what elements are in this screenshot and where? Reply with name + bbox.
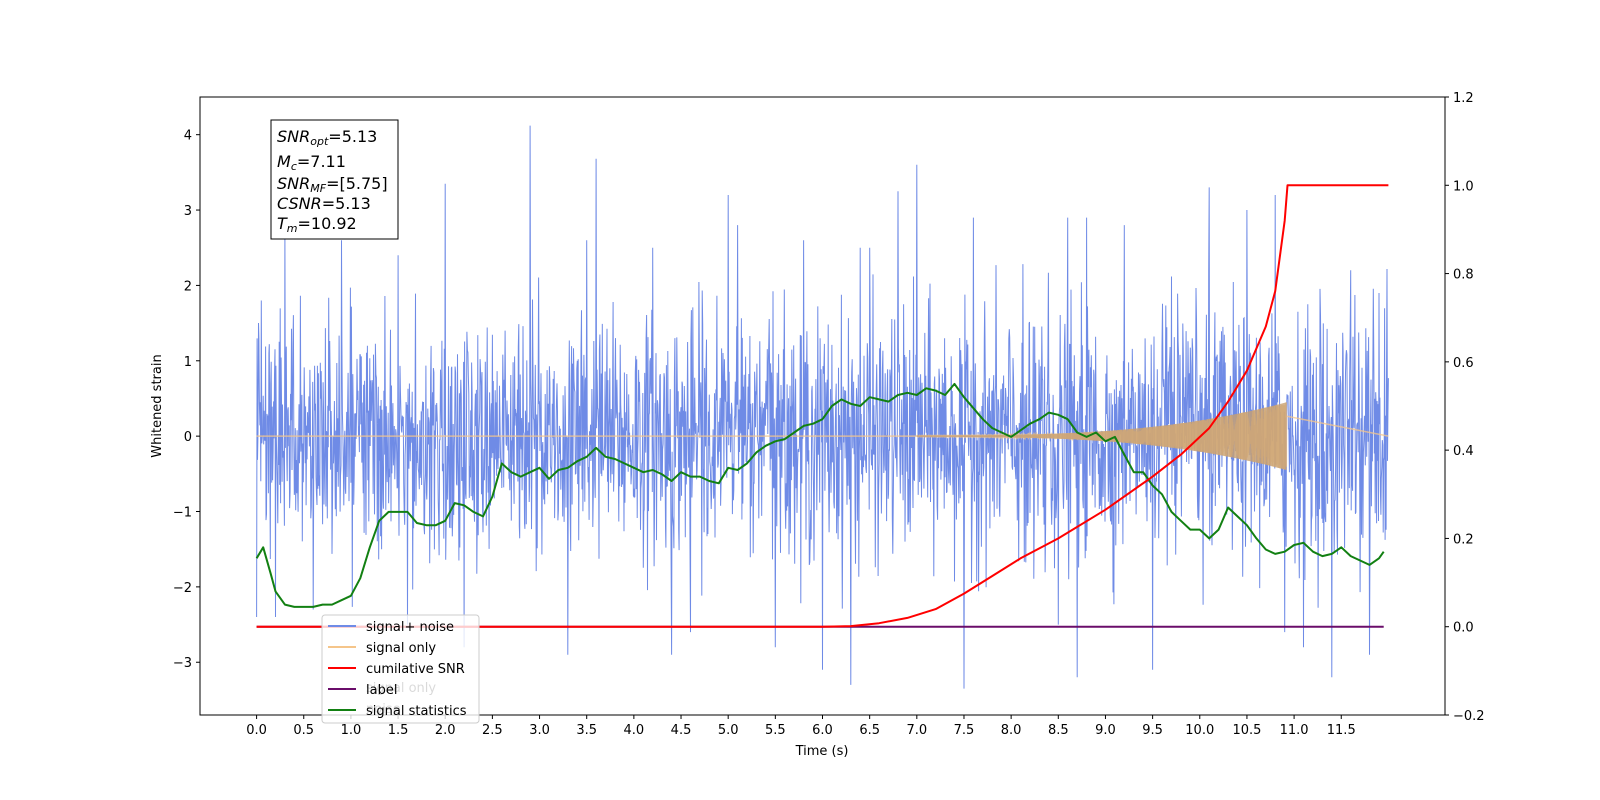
annotation-snr-opt: SNRopt=5.13 <box>277 127 377 148</box>
y2-axis-ticks: 1.2 1.0 0.8 0.6 0.4 0.2 0.0 −0.2 <box>1445 91 1485 724</box>
x-tick-label: 5.0 <box>718 723 739 738</box>
y-tick-label: 3 <box>184 204 192 219</box>
legend-label-label: label <box>366 683 397 698</box>
y2-tick-label: 1.0 <box>1453 179 1474 194</box>
legend-box <box>321 614 480 724</box>
y-tick-label: 0 <box>184 430 192 445</box>
x-axis-label: Time (s) <box>795 744 849 759</box>
x-tick-label: 3.0 <box>529 723 550 738</box>
x-tick-label: 5.5 <box>765 723 786 738</box>
series-cumulative-snr <box>256 184 1389 628</box>
x-tick-label: 11.0 <box>1280 723 1309 738</box>
annotation-csnr: CSNR=5.13 <box>277 194 371 213</box>
x-tick-label: 7.5 <box>954 723 975 738</box>
x-tick-label: 4.0 <box>624 723 645 738</box>
y-tick-label: 1 <box>184 355 192 370</box>
x-tick-label: 10.5 <box>1232 723 1261 738</box>
y2-tick-label: 0.6 <box>1453 356 1474 371</box>
legend-label-signal-only: signal only <box>366 641 436 656</box>
y2-tick-label: 0.2 <box>1453 532 1474 547</box>
legend-label-signal-statistics: signal statistics <box>366 704 467 719</box>
y2-tick-label: 0.4 <box>1453 444 1474 459</box>
annotation-frame <box>270 119 399 240</box>
x-tick-label: 7.0 <box>906 723 927 738</box>
x-tick-label: 8.0 <box>1001 723 1022 738</box>
x-tick-label: 6.0 <box>812 723 833 738</box>
legend-ghost-text-2: noise <box>366 702 401 717</box>
annotation-snr-mf: SNRMF=[5.75] <box>277 174 388 195</box>
x-axis-ticks: 0.0 0.5 1.0 1.5 2.0 2.5 3.0 3.5 4.0 4.5 5.0 5.5 6.0 6… <box>246 715 1356 738</box>
annotation-mc: Mc=7.11 <box>277 152 346 173</box>
x-tick-label: 4.5 <box>671 723 692 738</box>
x-tick-label: 1.0 <box>341 723 362 738</box>
legend-ghost-text-1: signal only <box>366 681 436 696</box>
x-tick-label: 2.0 <box>435 723 456 738</box>
y-tick-label: −3 <box>173 656 192 671</box>
y-tick-label: 4 <box>184 129 192 144</box>
x-tick-label: 10.0 <box>1185 723 1214 738</box>
y2-tick-label: 1.2 <box>1453 91 1474 106</box>
y-tick-label: −2 <box>173 581 192 596</box>
annotation-box: SNRopt=5.13 Mc=7.11 SNRMF=[5.75] CSNR=5.… <box>270 119 399 240</box>
y2-tick-label: 0.0 <box>1453 621 1474 636</box>
x-tick-label: 0.5 <box>293 723 314 738</box>
legend-label-cumulative-snr: cumilative SNR <box>366 662 465 677</box>
y2-tick-label: −0.2 <box>1453 709 1485 724</box>
legend: signal only noise signal+ noise signal o… <box>321 614 480 724</box>
x-tick-label: 0.0 <box>246 723 267 738</box>
x-tick-label: 11.5 <box>1327 723 1356 738</box>
x-tick-label: 1.5 <box>388 723 409 738</box>
series-signal-statistics <box>255 382 1385 608</box>
x-tick-label: 8.5 <box>1048 723 1069 738</box>
y-tick-label: 2 <box>184 279 192 294</box>
legend-label-signal-noise: signal+ noise <box>366 620 454 635</box>
x-tick-label: 3.5 <box>576 723 597 738</box>
x-tick-label: 2.5 <box>482 723 503 738</box>
y-axis-ticks: 4 3 2 1 0 −1 −2 −3 <box>173 129 200 671</box>
series-signal-noise <box>256 125 1389 689</box>
series-signal-only-envelope <box>916 402 1287 471</box>
y-axis-label: Whitened strain <box>150 354 165 457</box>
annotation-tm: Tm=10.92 <box>277 214 357 235</box>
x-tick-label: 6.5 <box>859 723 880 738</box>
y-tick-label: −1 <box>173 506 192 521</box>
y2-tick-label: 0.8 <box>1453 268 1474 283</box>
x-tick-label: 9.5 <box>1142 723 1163 738</box>
x-tick-label: 9.0 <box>1095 723 1116 738</box>
